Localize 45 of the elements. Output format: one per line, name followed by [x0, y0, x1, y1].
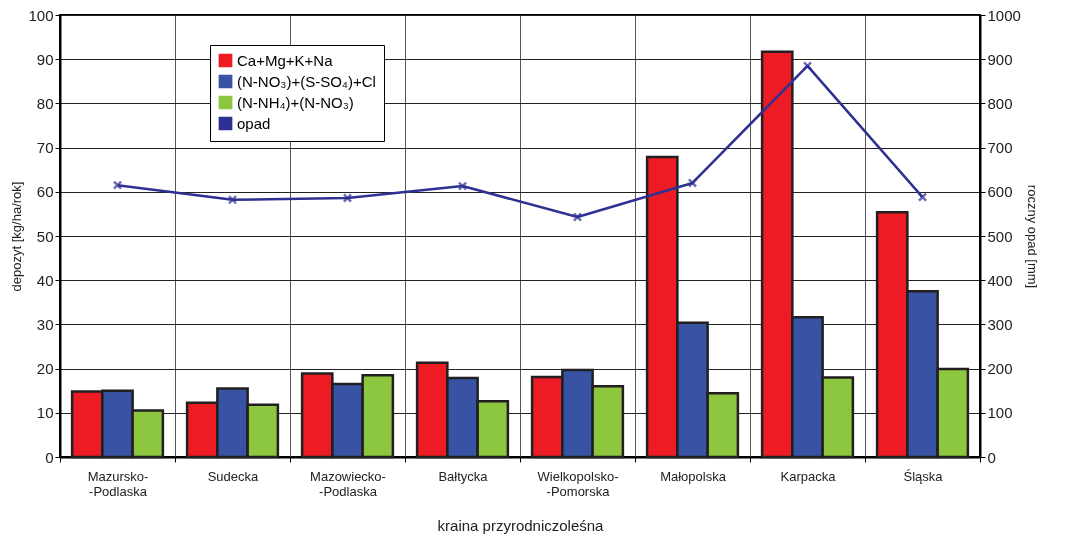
y2-tick-label: 200	[987, 360, 1013, 378]
x-tick-label: Mazowiecko- -Podlaska	[310, 468, 386, 499]
point	[342, 193, 353, 203]
x-tick-label: Mazursko- -Podlaska	[87, 468, 149, 499]
y2-tick-label: 1000	[987, 6, 1021, 24]
x-tick-label: Wielkopolsko- -Pomorska	[537, 468, 619, 499]
y-tick-label: 60	[36, 183, 54, 201]
y2-axis-title: roczny opad [mm]	[1024, 184, 1040, 289]
x-tick-label: Małopolska	[660, 468, 727, 484]
point	[112, 180, 123, 190]
y2-tick-label: 800	[987, 94, 1013, 112]
point	[457, 181, 468, 191]
y-tick-label: 90	[36, 50, 54, 68]
legend-label: (N-NO₃)+(S-SO₄)+Cl	[237, 72, 376, 90]
y-tick-label: 20	[36, 360, 54, 378]
x-tick-label: Karpacka	[780, 468, 837, 484]
y-tick-label: 100	[28, 6, 54, 24]
x-tick-label: Sudecka	[207, 468, 260, 484]
y2-tick-label: 600	[987, 183, 1013, 201]
y-axis-title: depozyt [kg/ha/rok]	[9, 181, 25, 292]
y2-tick-label: 100	[987, 404, 1013, 422]
legend-label: Ca+Mg+K+Na	[237, 51, 334, 69]
y2-tick-label: 700	[987, 139, 1013, 157]
legend-label: (N-NH₄)+(N-NO₃)	[237, 93, 354, 111]
point	[917, 192, 928, 202]
legend-label: opad	[237, 114, 271, 132]
point	[802, 61, 813, 71]
y-tick-label: 30	[36, 315, 54, 333]
y-tick-label: 80	[36, 94, 54, 112]
y2-tick-label: 400	[987, 271, 1013, 289]
y-tick-label: 0	[45, 448, 54, 466]
point	[227, 194, 238, 205]
y-tick-label: 50	[36, 227, 54, 245]
x-tick-label: Bałtycka	[438, 468, 489, 484]
y-tick-label: 40	[36, 271, 54, 289]
y-tick-label: 70	[36, 139, 54, 157]
x-tick-label: Śląska	[903, 468, 944, 484]
y2-tick-label: 0	[987, 448, 996, 466]
point	[687, 178, 698, 188]
x-axis-title: kraina przyrodniczoleśna	[437, 516, 605, 534]
y2-tick-label: 500	[987, 227, 1013, 245]
y2-tick-label: 900	[987, 50, 1013, 68]
y-tick-label: 10	[36, 404, 54, 422]
y2-tick-label: 300	[987, 315, 1013, 333]
point	[572, 212, 583, 222]
